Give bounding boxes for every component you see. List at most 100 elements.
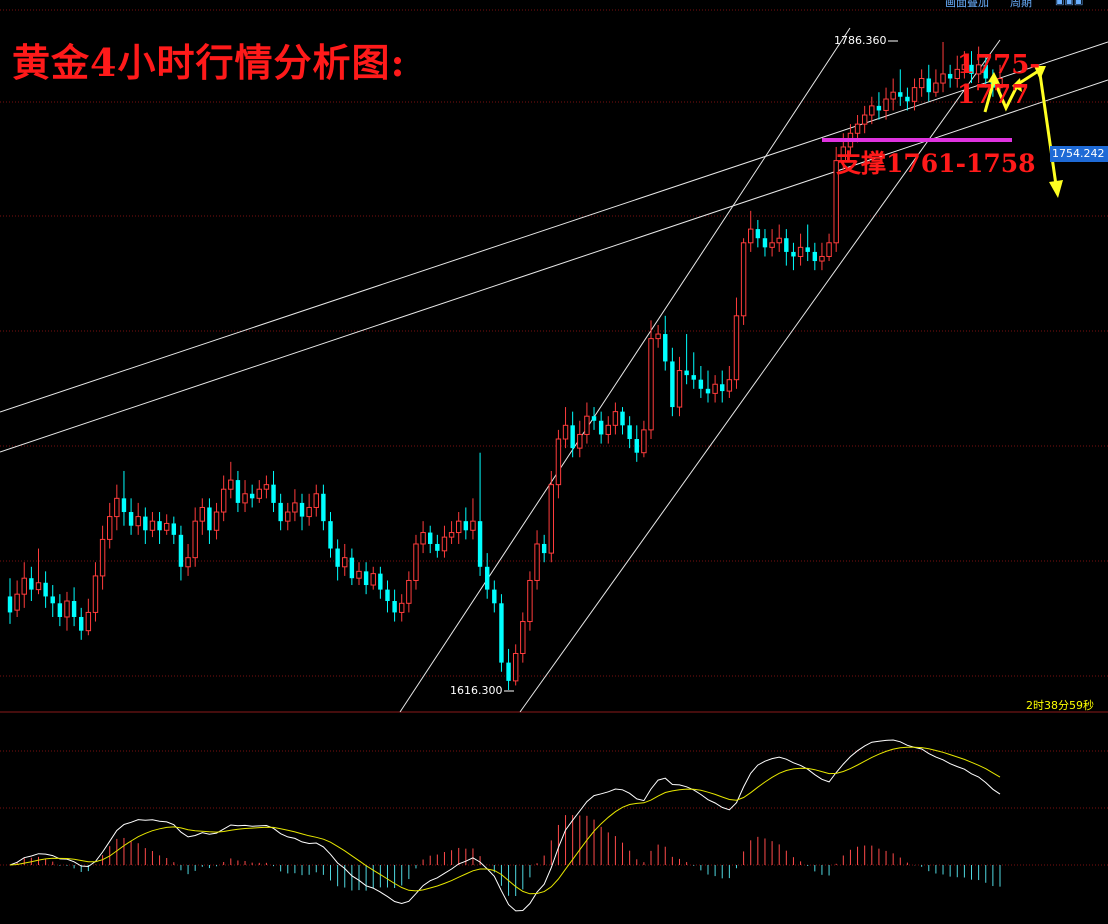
candle-body-132 bbox=[947, 73, 953, 79]
candle-body-18 bbox=[135, 516, 141, 527]
candle-body-23 bbox=[171, 523, 177, 535]
top-icon[interactable]: ▣▣▣ bbox=[1055, 0, 1084, 7]
candle-body-79 bbox=[570, 425, 575, 449]
channel-line-1 bbox=[0, 79, 1108, 453]
candle-body-44 bbox=[321, 493, 326, 522]
candle-body-5 bbox=[43, 582, 48, 597]
top-tab-2[interactable]: 周期 bbox=[1010, 0, 1032, 9]
candle-body-107 bbox=[769, 242, 775, 248]
candle-body-89 bbox=[641, 429, 647, 454]
candle-body-63 bbox=[455, 520, 462, 534]
candle-body-109 bbox=[784, 238, 789, 252]
candle-body-10 bbox=[79, 616, 84, 631]
candle-body-128 bbox=[918, 78, 925, 89]
candle-body-67 bbox=[484, 566, 490, 590]
candle-body-32 bbox=[235, 480, 241, 503]
candle-body-19 bbox=[143, 516, 148, 531]
candle-body-76 bbox=[548, 484, 555, 554]
candle-body-129 bbox=[926, 78, 931, 93]
candle-body-82 bbox=[591, 416, 597, 421]
candle-body-15 bbox=[114, 497, 120, 518]
candle-body-24 bbox=[178, 534, 184, 567]
candle-body-34 bbox=[249, 493, 255, 499]
arrow-up-head-3 bbox=[1034, 66, 1046, 80]
candle-body-4 bbox=[35, 582, 42, 591]
candle-body-26 bbox=[192, 520, 198, 559]
candle-body-45 bbox=[328, 521, 333, 549]
candle-body-40 bbox=[292, 502, 298, 513]
candle-body-41 bbox=[299, 502, 305, 517]
candlesticks bbox=[7, 40, 1003, 692]
candle-body-30 bbox=[220, 488, 227, 513]
candle-body-86 bbox=[620, 411, 625, 426]
candle-body-2 bbox=[21, 577, 27, 595]
candle-body-105 bbox=[755, 229, 761, 239]
candle-body-131 bbox=[940, 73, 946, 84]
candle-body-114 bbox=[819, 255, 825, 262]
candle-body-80 bbox=[577, 433, 583, 449]
candle-body-135 bbox=[969, 64, 974, 74]
candle-body-49 bbox=[356, 570, 362, 579]
candle-body-116 bbox=[833, 160, 839, 244]
candle-body-55 bbox=[399, 602, 405, 613]
candle-body-68 bbox=[492, 589, 497, 604]
arrow-down-head bbox=[1049, 180, 1063, 198]
candle-body-108 bbox=[776, 237, 782, 244]
projection-zigzag bbox=[983, 75, 1020, 113]
candle-body-83 bbox=[598, 420, 604, 435]
candle-body-1 bbox=[14, 593, 20, 611]
candle-body-104 bbox=[748, 228, 754, 244]
candle-body-124 bbox=[890, 91, 896, 100]
candle-body-100 bbox=[720, 384, 725, 392]
candle-body-39 bbox=[285, 511, 291, 522]
candle-body-96 bbox=[691, 375, 696, 380]
candle-body-57 bbox=[413, 543, 419, 581]
candle-body-21 bbox=[157, 521, 162, 531]
resistance-label: 1775-1777 bbox=[957, 50, 1041, 110]
candle-body-6 bbox=[50, 596, 55, 604]
candle-body-37 bbox=[271, 484, 276, 503]
candle-body-74 bbox=[534, 543, 540, 581]
candle-body-43 bbox=[313, 493, 319, 508]
arrow-up-head-1 bbox=[988, 72, 1000, 84]
candle-body-8 bbox=[64, 600, 70, 618]
current-price-tag: 1754.242 bbox=[1050, 146, 1108, 162]
support-label: 支撑1761-1758 bbox=[836, 149, 1036, 178]
candle-body-122 bbox=[876, 105, 882, 111]
candle-body-127 bbox=[911, 87, 918, 102]
top-tab-1[interactable]: 画面叠加 bbox=[945, 0, 989, 9]
candle-body-9 bbox=[71, 601, 77, 617]
candle-body-47 bbox=[342, 557, 348, 568]
candle-body-123 bbox=[883, 98, 889, 111]
candle-body-121 bbox=[869, 105, 875, 116]
candle-body-106 bbox=[762, 238, 768, 248]
candle-body-73 bbox=[527, 579, 533, 623]
candle-body-101 bbox=[726, 379, 733, 392]
candle-body-53 bbox=[385, 589, 390, 602]
candle-body-93 bbox=[670, 361, 675, 408]
candle-body-54 bbox=[392, 601, 397, 613]
candle-body-46 bbox=[335, 548, 340, 567]
candle-body-92 bbox=[663, 334, 668, 362]
candle-body-81 bbox=[584, 415, 590, 435]
candle-body-115 bbox=[826, 242, 832, 257]
macd-indicator bbox=[9, 739, 1001, 912]
candle-body-84 bbox=[605, 424, 611, 435]
candle-body-14 bbox=[107, 516, 113, 540]
candle-body-42 bbox=[306, 506, 312, 518]
candle-body-56 bbox=[406, 579, 412, 604]
candle-body-31 bbox=[228, 479, 234, 490]
candle-body-78 bbox=[562, 424, 569, 440]
candle-body-87 bbox=[627, 425, 632, 440]
candle-body-17 bbox=[128, 512, 134, 526]
candle-body-117 bbox=[840, 146, 847, 162]
candle-body-75 bbox=[541, 543, 547, 554]
candle-body-136 bbox=[975, 64, 982, 75]
candle-body-126 bbox=[905, 96, 910, 102]
candle-body-99 bbox=[712, 383, 718, 394]
candle-body-65 bbox=[470, 520, 476, 531]
countdown-label: 2时38分59秒 bbox=[1026, 699, 1094, 712]
candle-body-70 bbox=[506, 662, 511, 681]
candle-body-0 bbox=[7, 596, 13, 613]
